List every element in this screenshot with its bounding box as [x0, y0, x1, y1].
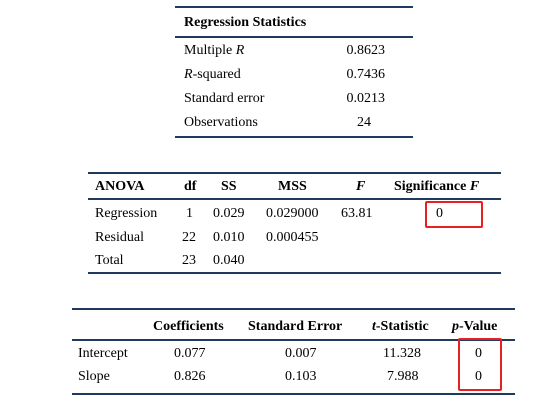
row-standard-error: 0.103 — [285, 369, 317, 384]
row-f: 63.81 — [341, 206, 373, 221]
top-rule — [88, 172, 501, 174]
header-p-value: p-Value — [452, 319, 498, 334]
header-rule — [175, 36, 413, 38]
row-coefficient: 0.826 — [174, 369, 206, 384]
stat-value: 0.0213 — [346, 91, 386, 106]
header-df: df — [184, 179, 197, 194]
regression-statistics-table: Regression Statistics Multiple R 0.8623 … — [175, 6, 413, 138]
header-source: ANOVA — [95, 179, 145, 194]
bottom-rule — [72, 393, 515, 395]
stat-label: Observations — [184, 115, 258, 130]
row-t-statistic: 7.988 — [387, 369, 419, 384]
top-rule — [175, 6, 413, 8]
row-ss: 0.029 — [213, 206, 245, 221]
row-source: Regression — [95, 206, 158, 221]
header-coefficients: Coefficients — [153, 319, 224, 334]
stat-value: 24 — [357, 115, 371, 130]
coefficients-table: Coefficients Standard Error t-Statistic … — [72, 308, 515, 396]
header-t-statistic: t-Statistic — [372, 319, 429, 334]
row-significance: 0 — [436, 206, 443, 221]
row-name: Slope — [78, 369, 110, 384]
row-source: Residual — [95, 230, 144, 245]
header-standard-error: Standard Error — [248, 319, 343, 334]
bottom-rule — [88, 272, 501, 274]
row-df: 23 — [182, 253, 196, 268]
row-source: Total — [95, 253, 124, 268]
stat-value: 0.8623 — [346, 43, 386, 58]
header-mss: MSS — [278, 179, 307, 194]
row-coefficient: 0.077 — [174, 346, 206, 361]
stat-label: Standard error — [184, 91, 265, 106]
row-ss: 0.040 — [213, 253, 245, 268]
row-standard-error: 0.007 — [285, 346, 317, 361]
header-rule — [88, 198, 501, 200]
header-f: F — [356, 179, 366, 194]
row-df: 22 — [182, 230, 196, 245]
stat-label: Multiple R — [184, 43, 245, 58]
row-p-value: 0 — [475, 369, 482, 384]
header-significance: Significance F — [394, 179, 480, 194]
table-title: Regression Statistics — [184, 15, 307, 30]
top-rule — [72, 308, 515, 310]
header-ss: SS — [221, 179, 237, 194]
row-p-value: 0 — [475, 346, 482, 361]
row-df: 1 — [186, 206, 193, 221]
stat-value: 0.7436 — [346, 67, 386, 82]
anova-table: ANOVA df SS MSS F Significance F Regress… — [88, 172, 501, 274]
bottom-rule — [175, 136, 413, 138]
significance-highlight-box — [425, 201, 483, 228]
row-mss: 0.000455 — [266, 230, 319, 245]
header-rule — [72, 339, 515, 341]
stat-label: R-squared — [184, 67, 241, 82]
row-ss: 0.010 — [213, 230, 245, 245]
row-t-statistic: 11.328 — [383, 346, 421, 361]
row-name: Intercept — [78, 346, 128, 361]
p-value-highlight-box — [458, 338, 502, 391]
row-mss: 0.029000 — [266, 206, 319, 221]
